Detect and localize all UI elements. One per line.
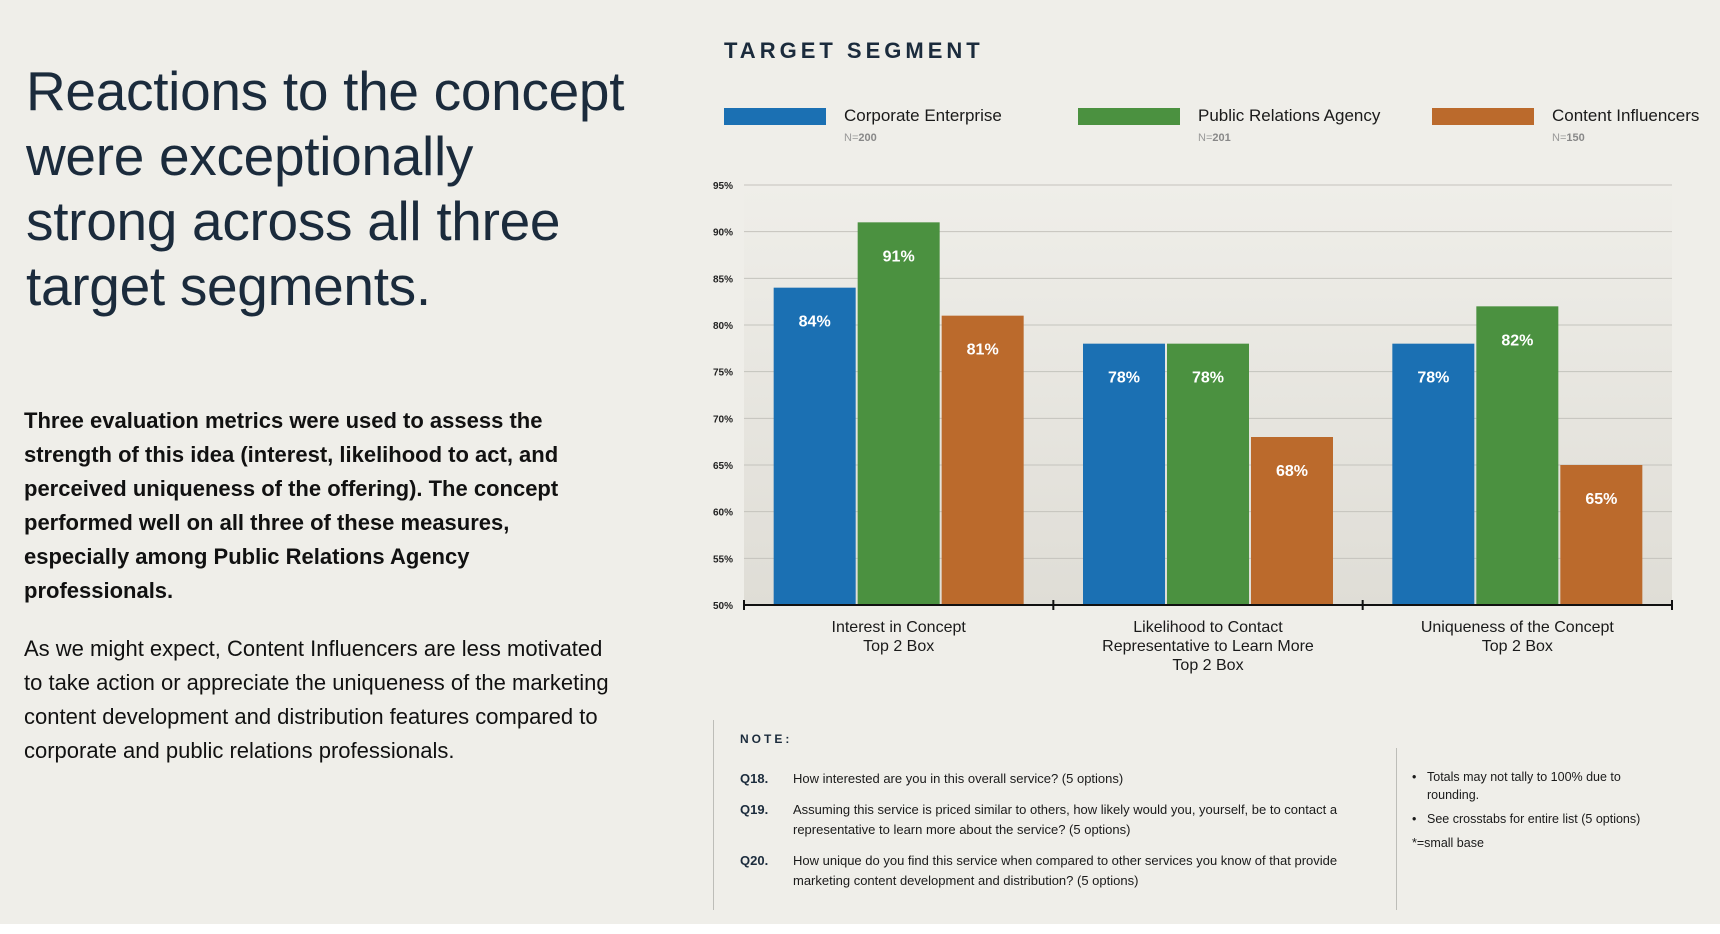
legend-label: Public Relations Agency — [1198, 106, 1381, 125]
bar — [773, 287, 856, 605]
x-category-label: Representative to Learn More — [1102, 638, 1314, 655]
legend-sample-size: N=201 — [1198, 132, 1231, 144]
bar-value-label: 78% — [1108, 370, 1140, 387]
bar — [1167, 343, 1249, 605]
legend-sample-size: N=150 — [1552, 132, 1585, 144]
note-question-id: Q20. — [740, 853, 769, 868]
y-tick-label: 60% — [713, 508, 733, 519]
legend-swatch — [724, 108, 826, 125]
bottom-strip — [0, 924, 1720, 934]
note-question-text: Assuming this service is priced similar … — [793, 802, 1338, 837]
bar — [1083, 343, 1165, 605]
side-note-item: Totals may not tally to 100% due to roun… — [1412, 768, 1672, 804]
y-tick-label: 65% — [713, 461, 733, 472]
y-tick-label: 95% — [713, 181, 733, 192]
bar-value-label: 82% — [1501, 332, 1533, 349]
y-tick-label: 50% — [713, 601, 733, 612]
y-tick-label: 55% — [713, 554, 733, 565]
y-tick-label: 70% — [713, 414, 733, 425]
y-tick-label: 90% — [713, 228, 733, 239]
bar-value-label: 78% — [1417, 370, 1449, 387]
bar-chart: 50% 55% 60% 65% 70% 75% 80% 85% 90% 95% 84% 91% 81% I… — [713, 181, 1673, 674]
notes-divider-right — [1396, 748, 1397, 910]
x-category-label: Top 2 Box — [1172, 657, 1243, 674]
headline: Reactions to the concept were exceptiona… — [26, 59, 625, 317]
bar-value-label: 65% — [1585, 491, 1617, 508]
bar — [1560, 465, 1643, 605]
x-category-label: Uniqueness of the Concept — [1421, 619, 1615, 636]
bar-value-label: 78% — [1192, 370, 1224, 387]
y-tick-label: 75% — [713, 368, 733, 379]
legend-sample-size: N=200 — [844, 132, 877, 144]
note-question-id: Q18. — [740, 771, 769, 786]
legend-label: Corporate Enterprise — [844, 106, 1002, 125]
x-category-label: Top 2 Box — [1482, 638, 1553, 655]
notes-divider-left — [713, 720, 714, 910]
note-question-text: How unique do you find this service when… — [793, 853, 1338, 888]
bar-value-label: 81% — [967, 342, 999, 359]
bar — [1476, 306, 1559, 605]
legend-swatch — [1078, 108, 1180, 125]
note-question-text: How interested are you in this overall s… — [793, 771, 1124, 786]
small-base-note: *=small base — [1412, 836, 1484, 850]
chart-section-title: TARGET SEGMENT — [724, 38, 984, 63]
note-question-id: Q19. — [740, 802, 769, 817]
x-category-label: Likelihood to Contact — [1133, 619, 1283, 636]
side-notes: Totals may not tally to 100% due to roun… — [1412, 768, 1672, 852]
bar — [941, 315, 1024, 605]
legend-label: Content Influencers — [1552, 106, 1700, 125]
y-tick-label: 80% — [713, 321, 733, 332]
bar — [857, 222, 940, 606]
side-note-item: See crosstabs for entire list (5 options… — [1412, 810, 1672, 828]
x-category-label: Interest in Concept — [832, 619, 967, 636]
bar-value-label: 68% — [1276, 463, 1308, 480]
body-paragraph: As we might expect, Content Influencers … — [24, 636, 609, 763]
y-tick-label: 85% — [713, 274, 733, 285]
bar-value-label: 84% — [799, 314, 831, 331]
bar-value-label: 91% — [883, 248, 915, 265]
bar — [1392, 343, 1475, 605]
legend-swatch — [1432, 108, 1534, 125]
notes-heading: NOTE: — [740, 732, 793, 746]
bar — [1251, 437, 1333, 605]
lead-paragraph: Three evaluation metrics were used to as… — [24, 408, 559, 603]
x-category-label: Top 2 Box — [863, 638, 934, 655]
